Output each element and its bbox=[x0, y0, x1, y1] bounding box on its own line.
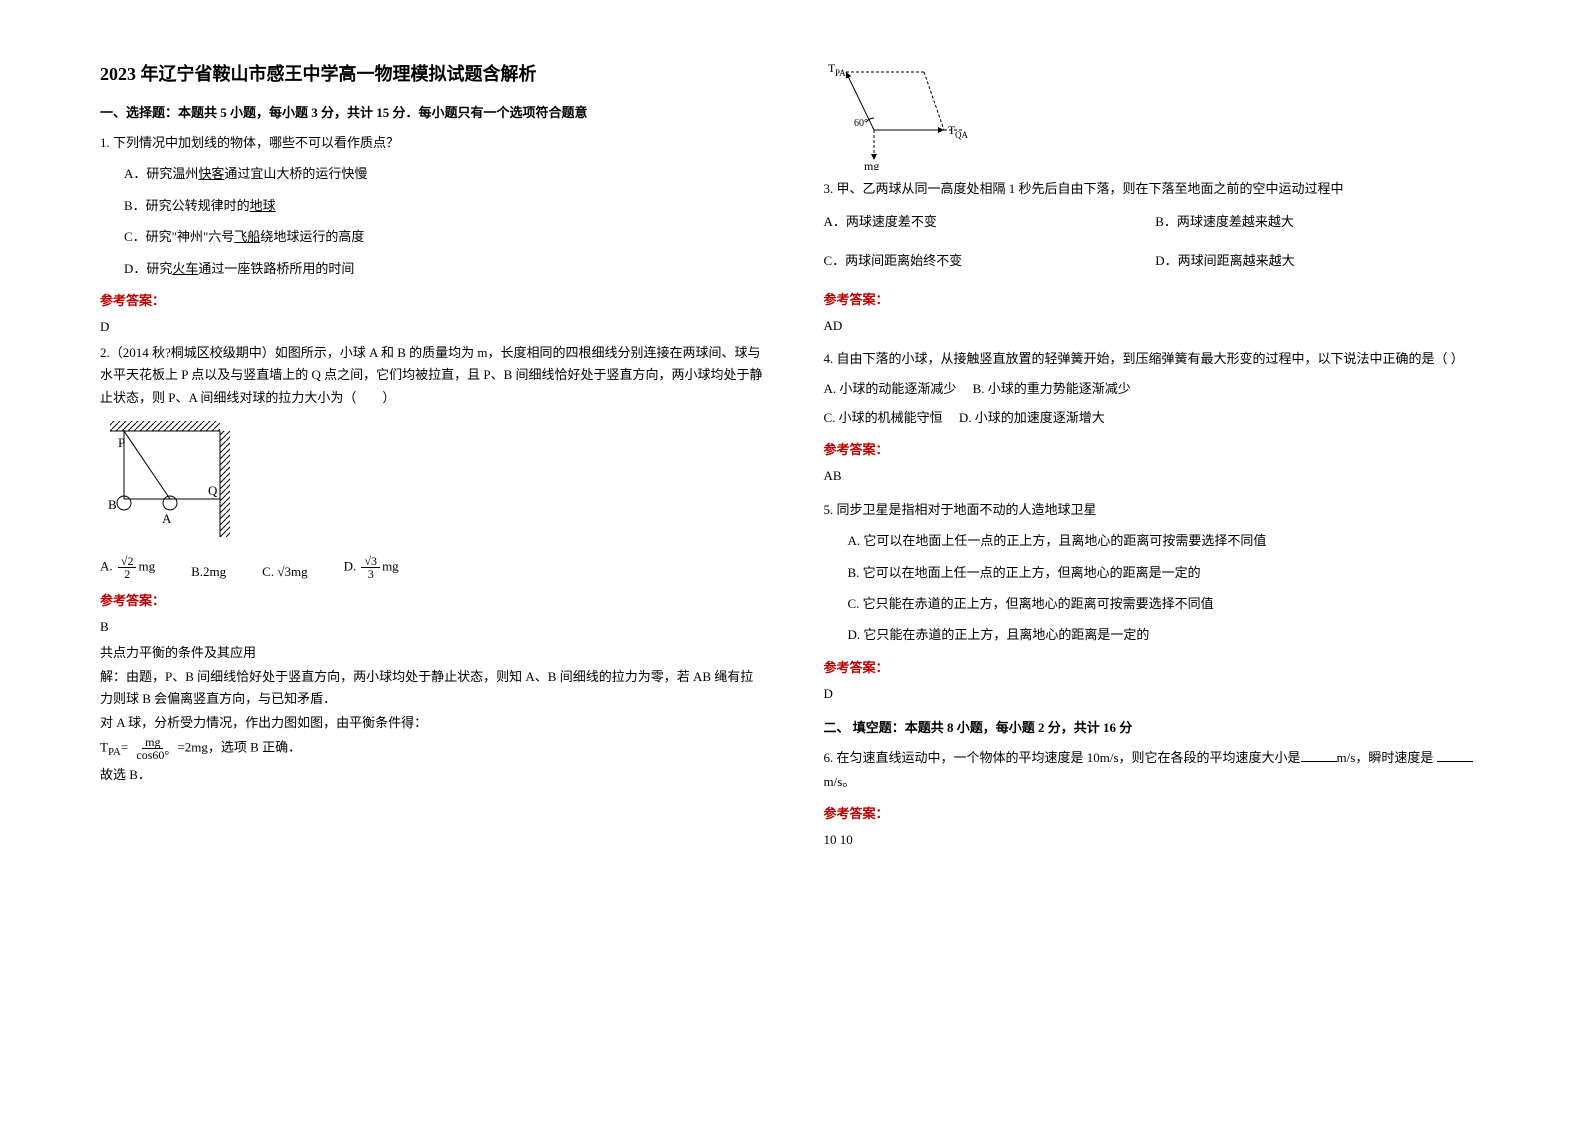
q2-opt-a: A. √22 mg bbox=[100, 555, 155, 580]
section-1-head: 一、选择题：本题共 5 小题，每小题 3 分，共计 15 分．每小题只有一个选项… bbox=[100, 102, 764, 121]
svg-text:60°: 60° bbox=[854, 118, 868, 129]
q6-blank1 bbox=[1301, 749, 1337, 762]
q3-a: A．两球速度差不变 bbox=[824, 210, 1156, 233]
q2-sol4-end: =2mg，选项 B 正确． bbox=[174, 740, 301, 755]
q1-text: 1. 下列情况中加划线的物体，哪些不可以看作质点？ bbox=[100, 131, 764, 154]
q2-sol5: 故选 B． bbox=[100, 764, 764, 786]
q1-b-pre: B．研究公转规律时的 bbox=[124, 198, 250, 213]
svg-text:PA: PA bbox=[835, 68, 846, 78]
fig-a-label: A bbox=[162, 511, 172, 526]
q1-d-u: 火车 bbox=[172, 261, 198, 276]
q3-row1: A．两球速度差不变 B．两球速度差越来越大 bbox=[824, 204, 1488, 239]
q1-opt-b: B．研究公转规律时的地球 bbox=[124, 194, 764, 217]
force-svg: TPA TQA mg 60° bbox=[824, 60, 994, 170]
q1-opt-c: C．研究"神州"六号飞船绕地球运行的高度 bbox=[124, 225, 764, 248]
q5-a: A. 它可以在地面上任一点的正上方，且离地心的距离可按需要选择不同值 bbox=[848, 529, 1488, 552]
left-column: 2023 年辽宁省鞍山市感王中学高一物理模拟试题含解析 一、选择题：本题共 5 … bbox=[100, 60, 764, 855]
q6-ans: 10 10 bbox=[824, 828, 1488, 851]
q3-ans: AD bbox=[824, 314, 1488, 337]
q2-opt-d: D. √33 mg bbox=[344, 555, 399, 580]
q1-ans: D bbox=[100, 315, 764, 338]
q4-ab: A. 小球的动能逐渐减少 B. 小球的重力势能逐渐减少 bbox=[824, 377, 1488, 400]
q4-cd: C. 小球的机械能守恒 D. 小球的加速度逐渐增大 bbox=[824, 406, 1488, 429]
svg-text:QA: QA bbox=[955, 130, 968, 140]
q1-a-post: 通过宜山大桥的运行快慢 bbox=[224, 166, 367, 181]
q5-b: B. 它可以在地面上任一点的正上方，但离地心的距离是一定的 bbox=[848, 561, 1488, 584]
q4-ans: AB bbox=[824, 464, 1488, 487]
q2-sol3: 对 A 球，分析受力情况，作出力图如图，由平衡条件得： bbox=[100, 712, 764, 734]
q2-frac-den: cos60° bbox=[133, 749, 172, 761]
q3-c: C．两球间距离始终不变 bbox=[824, 249, 1156, 272]
q4-b: B. 小球的重力势能逐渐减少 bbox=[973, 381, 1131, 396]
q2-sol4-eq: = bbox=[121, 740, 128, 755]
q6-text: 6. 在匀速直线运动中，一个物体的平均速度是 10m/s，则它在各段的平均速度大… bbox=[824, 746, 1488, 793]
q1-opt-d: D．研究火车通过一座铁路桥所用的时间 bbox=[124, 257, 764, 280]
q4-c: C. 小球的机械能守恒 bbox=[824, 410, 943, 425]
q5-c: C. 它只能在赤道的正上方，但离地心的距离可按需要选择不同值 bbox=[848, 592, 1488, 615]
q2-ans: B bbox=[100, 615, 764, 638]
q2-a-frac: √22 bbox=[118, 555, 137, 580]
q2-sol1: 共点力平衡的条件及其应用 bbox=[100, 642, 764, 664]
q2-d-mg: mg bbox=[382, 558, 399, 573]
fig-q-label: Q bbox=[208, 483, 218, 498]
q2-c-label: C. bbox=[262, 564, 274, 579]
q2-a-mg: mg bbox=[138, 558, 155, 573]
right-column: TPA TQA mg 60° 3. 甲、乙两球从同一高度处相隔 1 秒先后自由下… bbox=[824, 60, 1488, 855]
q1-ans-label: 参考答案： bbox=[100, 290, 764, 309]
q5-d: D. 它只能在赤道的正上方，且离地心的距离是一定的 bbox=[848, 623, 1488, 646]
q6-mid: m/s，瞬时速度是 bbox=[1337, 750, 1434, 765]
q2-sol2: 解：由题，P、B 间细线恰好处于竖直方向，两小球均处于静止状态，则知 A、B 间… bbox=[100, 666, 764, 710]
q4-a: A. 小球的动能逐渐减少 bbox=[824, 381, 957, 396]
q2-ans-label: 参考答案： bbox=[100, 590, 764, 609]
q2-sol4-frac: mg cos60° bbox=[133, 736, 172, 761]
q1-c-pre: C．研究"神州"六号 bbox=[124, 229, 234, 244]
q6-blank2 bbox=[1437, 749, 1473, 762]
q6-pre: 6. 在匀速直线运动中，一个物体的平均速度是 10m/s，则它在各段的平均速度大… bbox=[824, 750, 1301, 765]
q1-d-post: 通过一座铁路桥所用的时间 bbox=[198, 261, 354, 276]
q1-d-pre: D．研究 bbox=[124, 261, 172, 276]
q4-d: D. 小球的加速度逐渐增大 bbox=[959, 410, 1105, 425]
q2-sol4-pre: T bbox=[100, 740, 108, 755]
q2-opt-b: B.2mg bbox=[191, 564, 226, 580]
q2-d-frac: √33 bbox=[361, 555, 380, 580]
q2-figure: P B A Q bbox=[100, 417, 764, 547]
q1-a-u: 快客 bbox=[198, 166, 224, 181]
q1-c-u: 飞船 bbox=[234, 229, 260, 244]
q2-a-label: A. bbox=[100, 558, 113, 573]
q4-ans-label: 参考答案： bbox=[824, 439, 1488, 458]
q2-opt-c: C. √3mg bbox=[262, 564, 307, 580]
q1-c-post: 绕地球运行的高度 bbox=[260, 229, 364, 244]
q1-opt-a: A．研究温州快客通过宜山大桥的运行快慢 bbox=[124, 162, 764, 185]
q6-ans-label: 参考答案： bbox=[824, 803, 1488, 822]
q1-b-u: 地球 bbox=[250, 198, 276, 213]
q3-text: 3. 甲、乙两球从同一高度处相隔 1 秒先后自由下落，则在下落至地面之前的空中运… bbox=[824, 178, 1488, 200]
q2-svg: P B A Q bbox=[100, 417, 240, 547]
q6-end: m/s。 bbox=[824, 774, 856, 789]
force-figure: TPA TQA mg 60° bbox=[824, 60, 1488, 170]
q1-a-pre: A．研究温州 bbox=[124, 166, 198, 181]
fig-b-label: B bbox=[108, 497, 117, 512]
q2-sol4-sub: PA bbox=[108, 746, 121, 758]
q3-ans-label: 参考答案： bbox=[824, 289, 1488, 308]
section-2-head: 二、 填空题：本题共 8 小题，每小题 2 分，共计 16 分 bbox=[824, 717, 1488, 736]
q2-c-sqrt: √3mg bbox=[277, 564, 307, 579]
q2-d-label: D. bbox=[344, 558, 357, 573]
q4-text: 4. 自由下落的小球，从接触竖直放置的轻弹簧开始，到压缩弹簧有最大形变的过程中，… bbox=[824, 347, 1488, 370]
q5-text: 5. 同步卫星是指相对于地面不动的人造地球卫星 bbox=[824, 498, 1488, 521]
q2-text: 2.（2014 秋?桐城区校级期中）如图所示，小球 A 和 B 的质量均为 m，… bbox=[100, 342, 764, 408]
q3-d: D．两球间距离越来越大 bbox=[1155, 249, 1487, 272]
q3-b: B．两球速度差越来越大 bbox=[1155, 210, 1487, 233]
q5-ans: D bbox=[824, 682, 1488, 705]
doc-title: 2023 年辽宁省鞍山市感王中学高一物理模拟试题含解析 bbox=[100, 60, 764, 86]
q2-sol4: TPA= mg cos60° =2mg，选项 B 正确． bbox=[100, 736, 764, 761]
q3-row2: C．两球间距离始终不变 D．两球间距离越来越大 bbox=[824, 243, 1488, 278]
q5-ans-label: 参考答案： bbox=[824, 657, 1488, 676]
svg-text:mg: mg bbox=[864, 159, 879, 170]
q2-options: A. √22 mg B.2mg C. √3mg D. √33 mg bbox=[100, 555, 764, 580]
